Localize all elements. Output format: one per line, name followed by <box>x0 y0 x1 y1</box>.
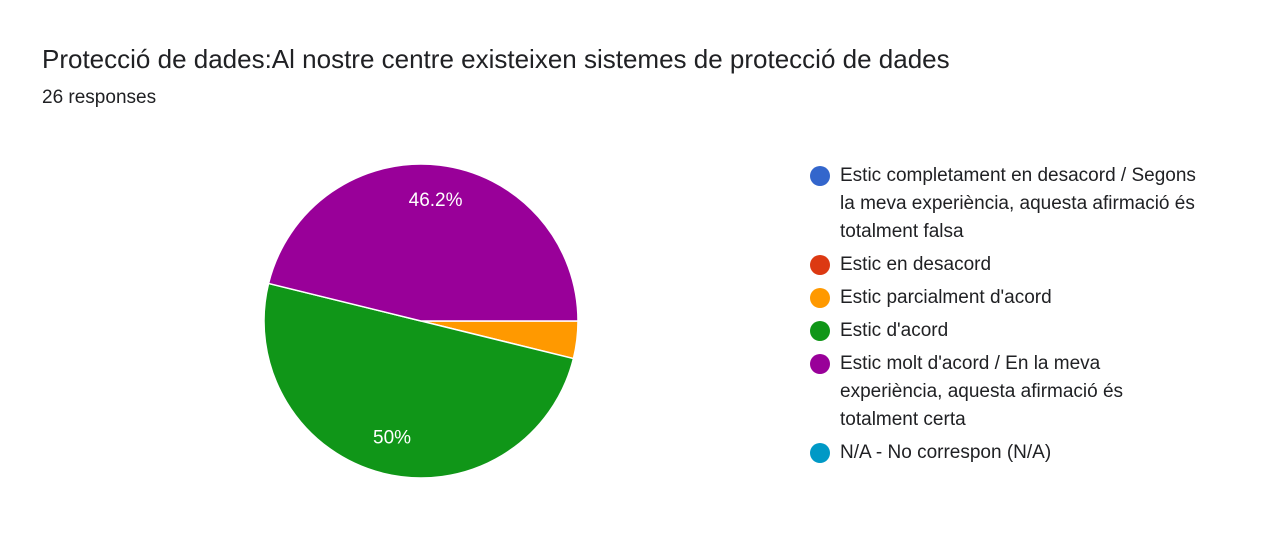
legend-swatch-icon <box>810 443 830 463</box>
response-count: 26 responses <box>42 87 157 108</box>
legend-label: Estic completament en desacord / Segons … <box>840 165 1196 242</box>
legend-swatch-icon <box>810 288 830 308</box>
legend-item[interactable]: Estic molt d'acord / En la meva experièn… <box>810 350 1230 434</box>
legend-swatch-icon <box>810 321 830 341</box>
legend-label: N/A - No correspon (N/A) <box>840 442 1052 463</box>
legend-item[interactable]: Estic d'acord <box>810 317 1230 345</box>
slice-percent-label: 50% <box>373 427 411 448</box>
legend-item[interactable]: Estic completament en desacord / Segons … <box>810 162 1230 246</box>
pie-chart: 50% 46.2% <box>263 163 579 479</box>
legend-swatch-icon <box>810 354 830 374</box>
chart-title: Protecció de dades:Al nostre centre exis… <box>42 44 950 74</box>
slice-percent-label: 46.2% <box>409 190 463 211</box>
legend-label: Estic en desacord <box>840 254 992 275</box>
legend-item[interactable]: N/A - No correspon (N/A) <box>810 439 1230 467</box>
chart-legend: Estic completament en desacord / Segons … <box>810 162 1230 472</box>
legend-swatch-icon <box>810 166 830 186</box>
legend-item[interactable]: Estic parcialment d'acord <box>810 284 1230 312</box>
pie-slice-4[interactable] <box>267 163 579 322</box>
legend-item[interactable]: Estic en desacord <box>810 251 1230 279</box>
legend-label: Estic molt d'acord / En la meva experièn… <box>840 353 1124 430</box>
legend-swatch-icon <box>810 255 830 275</box>
legend-label: Estic d'acord <box>840 320 949 341</box>
legend-label: Estic parcialment d'acord <box>840 287 1052 308</box>
pie-slice-3[interactable] <box>263 282 575 479</box>
